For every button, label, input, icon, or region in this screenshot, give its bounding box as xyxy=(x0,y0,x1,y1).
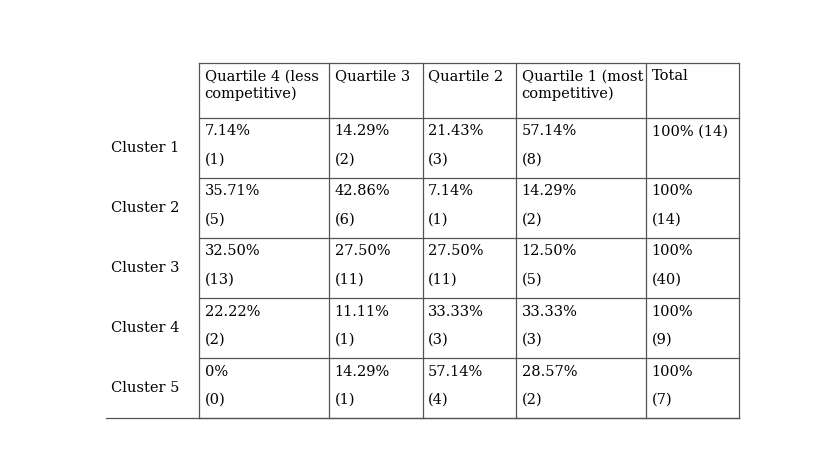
Text: 14.29%: 14.29% xyxy=(335,365,390,378)
Text: (14): (14) xyxy=(652,213,681,227)
Text: 32.50%: 32.50% xyxy=(205,245,260,258)
Text: 100% (14): 100% (14) xyxy=(652,124,727,139)
Text: 100%: 100% xyxy=(652,305,693,318)
Text: (3): (3) xyxy=(428,153,449,167)
Text: (1): (1) xyxy=(205,153,225,167)
Text: Cluster 2: Cluster 2 xyxy=(111,201,179,215)
Text: Total: Total xyxy=(652,69,688,83)
Text: 57.14%: 57.14% xyxy=(521,124,577,139)
Text: Quartile 4 (less
competitive): Quartile 4 (less competitive) xyxy=(205,69,318,101)
Text: 7.14%: 7.14% xyxy=(205,124,251,139)
Text: 27.50%: 27.50% xyxy=(335,245,390,258)
Text: 0%: 0% xyxy=(205,365,228,378)
Text: 35.71%: 35.71% xyxy=(205,184,260,198)
Text: 27.50%: 27.50% xyxy=(428,245,483,258)
Text: Quartile 1 (most
competitive): Quartile 1 (most competitive) xyxy=(521,69,643,101)
Text: (1): (1) xyxy=(335,393,355,407)
Text: 100%: 100% xyxy=(652,184,693,198)
Text: (1): (1) xyxy=(335,333,355,347)
Text: (11): (11) xyxy=(335,273,364,287)
Text: 21.43%: 21.43% xyxy=(428,124,483,139)
Text: (7): (7) xyxy=(652,393,672,407)
Text: Cluster 5: Cluster 5 xyxy=(111,381,179,395)
Text: (5): (5) xyxy=(205,213,225,227)
Text: Cluster 1: Cluster 1 xyxy=(111,141,179,155)
Text: Cluster 3: Cluster 3 xyxy=(111,261,179,275)
Text: 7.14%: 7.14% xyxy=(428,184,474,198)
Text: (3): (3) xyxy=(521,333,543,347)
Text: (0): (0) xyxy=(205,393,225,407)
Text: (11): (11) xyxy=(428,273,458,287)
Text: (5): (5) xyxy=(521,273,543,287)
Text: 12.50%: 12.50% xyxy=(521,245,577,258)
Text: (9): (9) xyxy=(652,333,672,347)
Text: 14.29%: 14.29% xyxy=(521,184,577,198)
Text: (3): (3) xyxy=(428,333,449,347)
Text: Quartile 3: Quartile 3 xyxy=(335,69,410,83)
Text: (1): (1) xyxy=(428,213,449,227)
Text: 100%: 100% xyxy=(652,245,693,258)
Text: (8): (8) xyxy=(521,153,543,167)
Text: 22.22%: 22.22% xyxy=(205,305,260,318)
Text: (2): (2) xyxy=(335,153,355,167)
Text: 33.33%: 33.33% xyxy=(428,305,484,318)
Text: (40): (40) xyxy=(652,273,681,287)
Text: Cluster 4: Cluster 4 xyxy=(111,321,179,335)
Text: 33.33%: 33.33% xyxy=(521,305,577,318)
Text: 11.11%: 11.11% xyxy=(335,305,390,318)
Text: 14.29%: 14.29% xyxy=(335,124,390,139)
Text: (2): (2) xyxy=(205,333,225,347)
Text: (2): (2) xyxy=(521,393,543,407)
Text: 42.86%: 42.86% xyxy=(335,184,390,198)
Text: 100%: 100% xyxy=(652,365,693,378)
Text: (4): (4) xyxy=(428,393,449,407)
Text: Quartile 2: Quartile 2 xyxy=(428,69,503,83)
Text: (13): (13) xyxy=(205,273,234,287)
Text: (6): (6) xyxy=(335,213,355,227)
Text: 28.57%: 28.57% xyxy=(521,365,577,378)
Text: 57.14%: 57.14% xyxy=(428,365,483,378)
Text: (2): (2) xyxy=(521,213,543,227)
